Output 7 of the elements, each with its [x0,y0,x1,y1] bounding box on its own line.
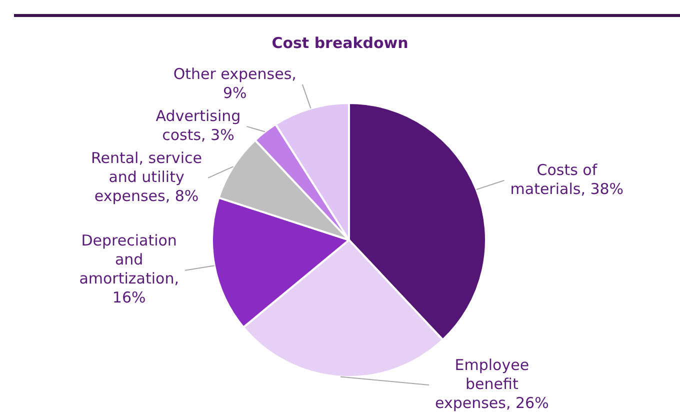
slice-label: Other expenses, 9% [173,64,296,102]
slice-label: Rental, service and utility expenses, 8% [91,148,202,205]
slice-label: Depreciation and amortization, 16% [79,232,179,307]
slice-label: Costs of materials, 38% [510,160,624,198]
chart-title: Cost breakdown [270,34,410,52]
slice-label: Employee benefit expenses, 26% [434,356,549,412]
slice-label: Advertising costs, 3% [156,106,241,144]
